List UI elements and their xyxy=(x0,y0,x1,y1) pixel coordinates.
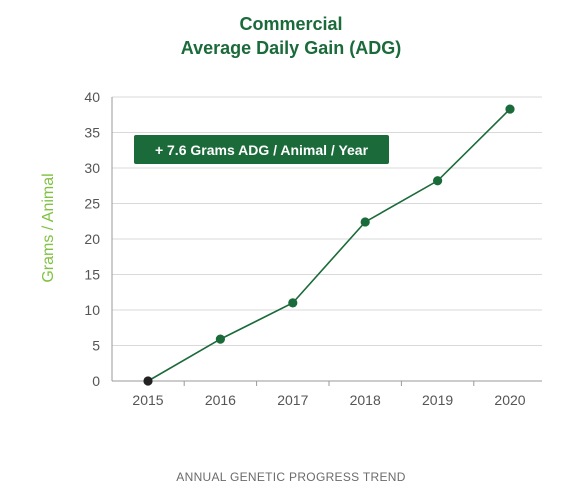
annotation-text: + 7.6 Grams ADG / Animal / Year xyxy=(155,142,369,158)
series-line-layer xyxy=(147,108,511,382)
y-tick-label: 40 xyxy=(84,89,100,105)
data-point xyxy=(433,176,443,186)
chart-caption: ANNUAL GENETIC PROGRESS TREND xyxy=(176,470,406,484)
data-point xyxy=(143,376,153,386)
y-tick-label: 30 xyxy=(84,160,100,176)
x-tick-label: 2015 xyxy=(132,392,163,408)
annotation-box xyxy=(134,135,389,164)
y-tick-labels: 0 5 10 15 20 25 30 35 40 xyxy=(84,89,100,389)
y-tick-label: 20 xyxy=(84,231,100,247)
data-point xyxy=(215,334,225,344)
axes xyxy=(111,97,542,386)
y-axis-label: Grams / Animal xyxy=(40,173,57,282)
y-tick-label: 10 xyxy=(84,302,100,318)
x-tick-labels: 2015 2016 2017 2018 2019 2020 xyxy=(132,392,525,408)
series-line xyxy=(147,108,511,382)
x-tick-label: 2020 xyxy=(494,392,525,408)
chart-title-line-1: Commercial xyxy=(239,14,343,34)
x-tick-label: 2016 xyxy=(205,392,236,408)
data-point xyxy=(360,217,370,227)
data-markers xyxy=(143,104,515,386)
chart-title-line-2: Average Daily Gain (ADG) xyxy=(180,38,402,58)
x-tick-label: 2017 xyxy=(277,392,308,408)
x-tick-label: 2019 xyxy=(422,392,453,408)
y-tick-label: 25 xyxy=(84,196,100,212)
y-tick-label: 15 xyxy=(84,267,100,283)
x-tick-label: 2018 xyxy=(350,392,381,408)
y-tick-label: 5 xyxy=(92,338,100,354)
y-tick-label: 35 xyxy=(84,125,100,141)
data-point xyxy=(288,298,298,308)
data-point xyxy=(505,104,515,114)
y-tick-label: 0 xyxy=(92,373,100,389)
grid-lines xyxy=(112,96,542,346)
annotation-layer: + 7.6 Grams ADG / Animal / Year xyxy=(134,135,389,164)
